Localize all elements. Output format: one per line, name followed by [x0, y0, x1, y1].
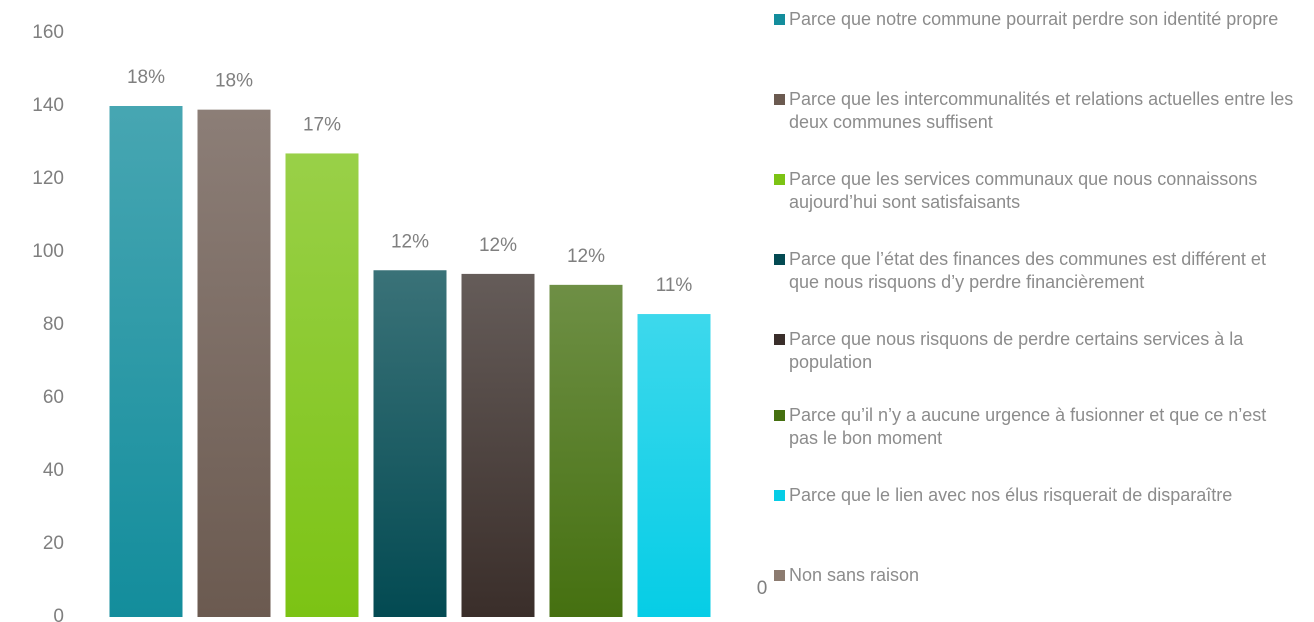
legend-label: Parce qu’il n’y a aucune urgence à fusio… [789, 405, 1267, 448]
legend-label: Parce que nous risquons de perdre certai… [789, 329, 1244, 372]
y-tick-label: 120 [32, 168, 64, 189]
y-tick-label: 20 [43, 533, 64, 554]
legend-entry: Parce que le lien avec nos élus risquera… [774, 484, 1299, 507]
bar [461, 273, 535, 617]
legend-entry: Parce que les services communaux que nou… [774, 168, 1299, 214]
legend-label: Parce que les intercommunalités et relat… [789, 89, 1294, 132]
data-label: 17% [303, 114, 341, 135]
legend-entry: Parce que nous risquons de perdre certai… [774, 328, 1299, 374]
bar [109, 106, 183, 617]
bar [285, 153, 359, 617]
legend-label: Non sans raison [789, 565, 920, 585]
legend-swatch [774, 94, 785, 105]
y-tick-label: 0 [53, 606, 64, 622]
bar [197, 109, 271, 618]
legend-entry: Parce que notre commune pourrait perdre … [774, 8, 1299, 31]
legend-swatch [774, 410, 785, 421]
legend-swatch [774, 570, 785, 581]
bar [549, 284, 623, 617]
legend-swatch [774, 334, 785, 345]
data-label: 18% [215, 71, 253, 92]
legend-swatch [774, 490, 785, 501]
data-label: 12% [391, 231, 429, 252]
data-label: 0 [757, 578, 768, 599]
legend-entry: Parce qu’il n’y a aucune urgence à fusio… [774, 404, 1299, 450]
legend-entry: Parce que l’état des finances des commun… [774, 248, 1299, 294]
legend-label: Parce que le lien avec nos élus risquera… [789, 485, 1233, 505]
y-tick-label: 140 [32, 95, 64, 116]
data-label: 18% [127, 67, 165, 88]
y-tick-label: 100 [32, 241, 64, 262]
data-label: 11% [656, 275, 693, 296]
y-tick-label: 40 [43, 460, 64, 481]
legend-label: Parce que notre commune pourrait perdre … [789, 9, 1279, 29]
legend-swatch [774, 174, 785, 185]
y-tick-label: 160 [32, 22, 64, 43]
legend-label: Parce que l’état des finances des commun… [789, 249, 1266, 292]
legend-swatch [774, 254, 785, 265]
y-tick-label: 80 [43, 314, 64, 335]
legend-label: Parce que les services communaux que nou… [789, 169, 1258, 212]
bar [637, 314, 711, 617]
legend-entry: Non sans raison [774, 564, 1299, 587]
legend-swatch [774, 14, 785, 25]
data-label: 12% [567, 246, 605, 267]
bar [373, 270, 447, 617]
data-label: 12% [479, 235, 517, 256]
legend-entry: Parce que les intercommunalités et relat… [774, 88, 1299, 134]
y-tick-label: 60 [43, 387, 64, 408]
